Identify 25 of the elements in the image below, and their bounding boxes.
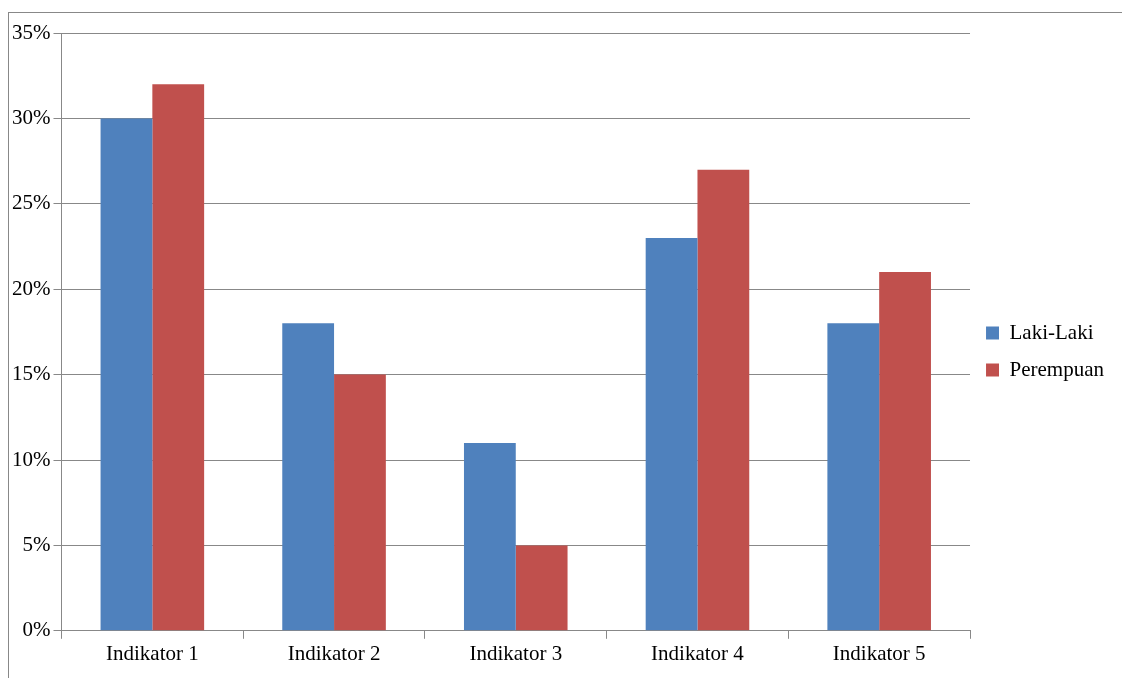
x-tick-label: Indikator 5 [832,640,926,665]
x-tick-label: Indikator 1 [105,640,199,665]
y-tick-label: 25% [11,190,51,215]
y-tick-label: 10% [11,446,51,471]
y-tick-label: 35% [11,19,51,44]
bar [463,442,516,631]
y-tick-label: 0% [22,617,51,642]
legend-label: Laki-Laki [1009,319,1094,344]
bar [827,323,880,631]
bar [515,545,568,631]
bar [100,118,153,631]
y-tick-label: 20% [11,275,51,300]
bar [334,374,386,631]
y-tick-label: 5% [22,531,51,556]
bar [645,237,698,631]
legend-label: Perempuan [1009,356,1105,381]
y-tick-label: 30% [11,104,51,129]
x-tick-label: Indikator 2 [287,640,381,665]
bar [152,84,205,631]
y-tick-label: 15% [11,361,51,386]
bar [282,323,335,631]
bar [879,272,931,631]
x-tick-label: Indikator 3 [469,640,563,665]
x-tick-label: Indikator 4 [651,640,745,665]
bar [697,169,750,631]
